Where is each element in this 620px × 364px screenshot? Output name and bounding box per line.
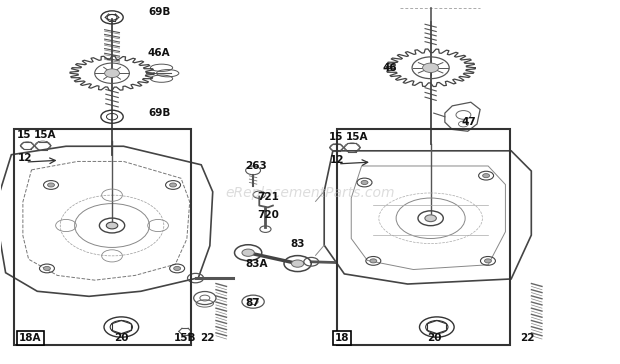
Text: 83A: 83A (245, 258, 268, 269)
Circle shape (482, 174, 490, 178)
Text: 18A: 18A (19, 333, 42, 343)
Text: 15: 15 (329, 132, 343, 142)
Text: 83: 83 (290, 239, 304, 249)
Text: 15A: 15A (346, 132, 368, 142)
Text: 22: 22 (520, 333, 535, 343)
Text: eReplacementParts.com: eReplacementParts.com (225, 186, 395, 200)
Text: 15A: 15A (34, 130, 56, 140)
Circle shape (291, 260, 304, 267)
Circle shape (105, 69, 120, 78)
Text: 47: 47 (461, 117, 476, 127)
Circle shape (484, 259, 492, 263)
Text: 721: 721 (257, 191, 279, 202)
Circle shape (425, 215, 436, 222)
Text: 69B: 69B (148, 108, 171, 118)
Text: 20: 20 (428, 333, 442, 343)
Circle shape (361, 181, 368, 185)
Text: 15: 15 (17, 130, 31, 140)
Circle shape (170, 183, 177, 187)
Circle shape (370, 259, 377, 263)
Circle shape (43, 266, 50, 270)
Circle shape (242, 249, 254, 256)
Text: 12: 12 (330, 155, 344, 165)
Text: 15B: 15B (174, 333, 197, 343)
Text: 46: 46 (383, 63, 397, 73)
Text: 12: 12 (18, 154, 32, 163)
Text: 263: 263 (245, 161, 267, 171)
Text: 18: 18 (335, 333, 349, 343)
Text: 69B: 69B (148, 7, 171, 17)
Text: 46A: 46A (148, 48, 171, 58)
Text: 87: 87 (245, 298, 260, 308)
Circle shape (106, 222, 118, 229)
Circle shape (48, 183, 55, 187)
Text: 720: 720 (257, 210, 279, 219)
Text: 22: 22 (200, 333, 215, 343)
Text: 20: 20 (114, 333, 128, 343)
Circle shape (174, 266, 180, 270)
Circle shape (423, 63, 439, 72)
